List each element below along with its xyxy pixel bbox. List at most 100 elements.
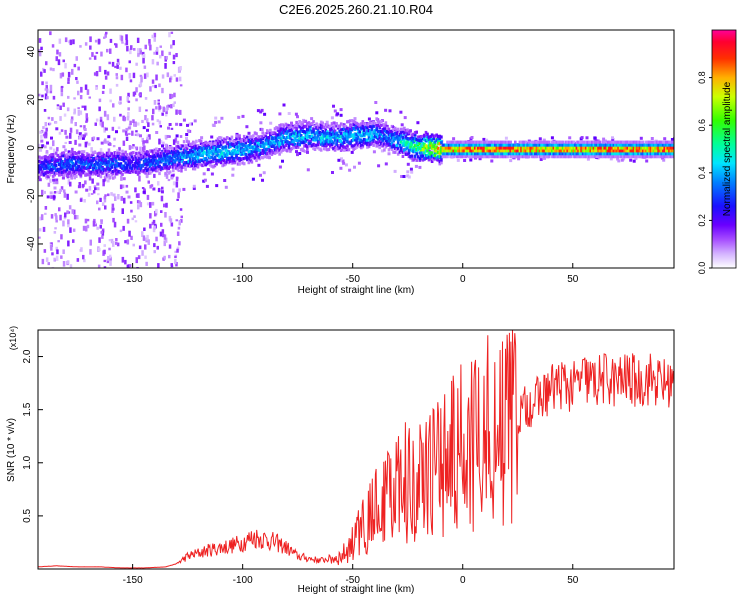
heatmap-ridge-cell [312,142,315,146]
heatmap-ridge-cell [591,146,594,150]
heatmap-ridge-cell [403,143,406,147]
heatmap-ridge-cell [68,175,72,179]
heatmap-halo-cell [95,169,99,173]
heatmap-ridge-cell [158,154,161,158]
heatmap-ridge-cell [346,140,349,144]
heatmap-ridge-cell [184,155,187,160]
heatmap-ridge-cell [316,134,320,138]
heatmap-ridge-cell [144,159,147,163]
heatmap-noise-cell [138,245,142,250]
heatmap-noise-cell [60,129,64,132]
heatmap-ridge-cell [269,128,272,132]
heatmap-ridge-cell [634,149,637,153]
heatmap-ridge-cell [490,140,494,144]
heatmap-ridge-cell [632,146,636,150]
heatmap-halo-cell [332,121,336,125]
heatmap-ridge-cell [102,157,106,161]
heatmap-ridge-cell [518,155,522,159]
heatmap-ridge-cell [623,146,626,150]
heatmap-ridge-cell [290,142,294,146]
heatmap-ridge-cell [441,143,445,147]
heatmap-ridge-cell [71,161,75,165]
heatmap-noise-cell [115,241,118,245]
heatmap-ridge-cell [638,155,642,159]
heatmap-ridge-cell [437,151,440,155]
heatmap-halo-cell [206,168,210,172]
heatmap-ridge-cell [597,155,600,159]
heatmap-ridge-cell [198,153,201,157]
heatmap-ridge-cell [321,137,324,141]
heatmap-ridge-cell [671,143,674,147]
heatmap-ridge-cell [523,155,526,159]
heatmap-ridge-cell [67,155,70,159]
heatmap-ridge-cell [222,140,226,144]
heatmap-noise-cell [45,88,49,94]
heatmap-ridge-cell [586,146,589,150]
heatmap-ridge-cell [269,131,272,135]
heatmap-noise-cell [51,44,55,48]
heatmap-ridge-cell [592,152,596,156]
heatmap-ridge-cell [498,143,502,147]
heatmap-ridge-cell [424,130,428,135]
heatmap-ridge-cell [441,146,445,150]
heatmap-noise-cell [176,231,180,236]
heatmap-ridge-cell [420,135,423,139]
heatmap-ridge-cell [415,152,418,156]
heatmap-ridge-cell [199,141,203,145]
heatmap-ridge-cell [564,140,568,144]
heatmap-ridge-cell [335,142,338,146]
heatmap-ridge-cell [409,148,412,152]
heatmap-ridge-cell [523,152,526,156]
heatmap-ridge-cell [62,162,66,166]
heatmap-ridge-cell [395,143,398,147]
heatmap-noise-cell [123,116,127,121]
heatmap-ridge-cell [162,149,166,153]
heatmap-ridge-cell [238,134,241,138]
heatmap-ridge-cell [172,165,175,169]
heatmap-noise-cell [38,50,42,57]
heatmap-noise-cell [176,198,179,201]
snr-x-tick-label: 0 [460,575,466,586]
heatmap-ridge-cell [614,149,617,153]
heatmap-ridge-cell [554,143,557,147]
heatmap-ridge-cell [87,164,90,168]
heatmap-ridge-cell [286,140,289,144]
heatmap-ridge-cell [209,147,212,151]
heatmap-ridge-cell [538,140,542,144]
heatmap-ridge-cell [59,160,63,164]
heatmap-ridge-cell [532,146,536,150]
heatmap-ridge-cell [578,140,582,144]
heatmap-ridge-cell [193,161,197,165]
heatmap-ridge-cell [236,162,240,166]
heatmap-ridge-cell [421,158,425,162]
heatmap-halo-cell [388,109,392,113]
heatmap-ridge-cell [384,145,388,149]
heatmap-halo-cell [96,182,100,186]
heatmap-ridge-cell [623,155,626,159]
heatmap-ridge-cell [635,146,639,150]
heatmap-ridge-cell [312,130,315,134]
heatmap-ridge-cell [604,149,608,153]
heatmap-ridge-cell [343,140,346,144]
heatmap-noise-cell [126,218,130,224]
heatmap-halo-cell [220,116,224,120]
heatmap-ridge-cell [481,149,485,153]
heatmap-ridge-cell [196,144,200,148]
heatmap-ridge-cell [135,156,138,160]
heatmap-ridge-cell [661,143,665,147]
heatmap-ridge-cell [99,175,103,179]
heatmap-ridge-cell [239,139,243,143]
heatmap-ridge-cell [612,143,616,147]
heatmap-noise-cell [102,181,105,187]
heatmap-noise-cell [101,202,105,206]
heatmap-ridge-cell [588,149,591,153]
heatmap-noise-cell [116,58,120,63]
heatmap-noise-cell [129,201,133,204]
heatmap-ridge-cell [115,172,118,176]
heatmap-halo-cell [482,137,486,141]
heatmap-ridge-cell [48,167,52,171]
heatmap-ridge-cell [417,147,420,152]
heatmap-ridge-cell [575,152,579,156]
heatmap-ridge-cell [495,149,499,153]
heatmap-ridge-cell [167,159,170,163]
